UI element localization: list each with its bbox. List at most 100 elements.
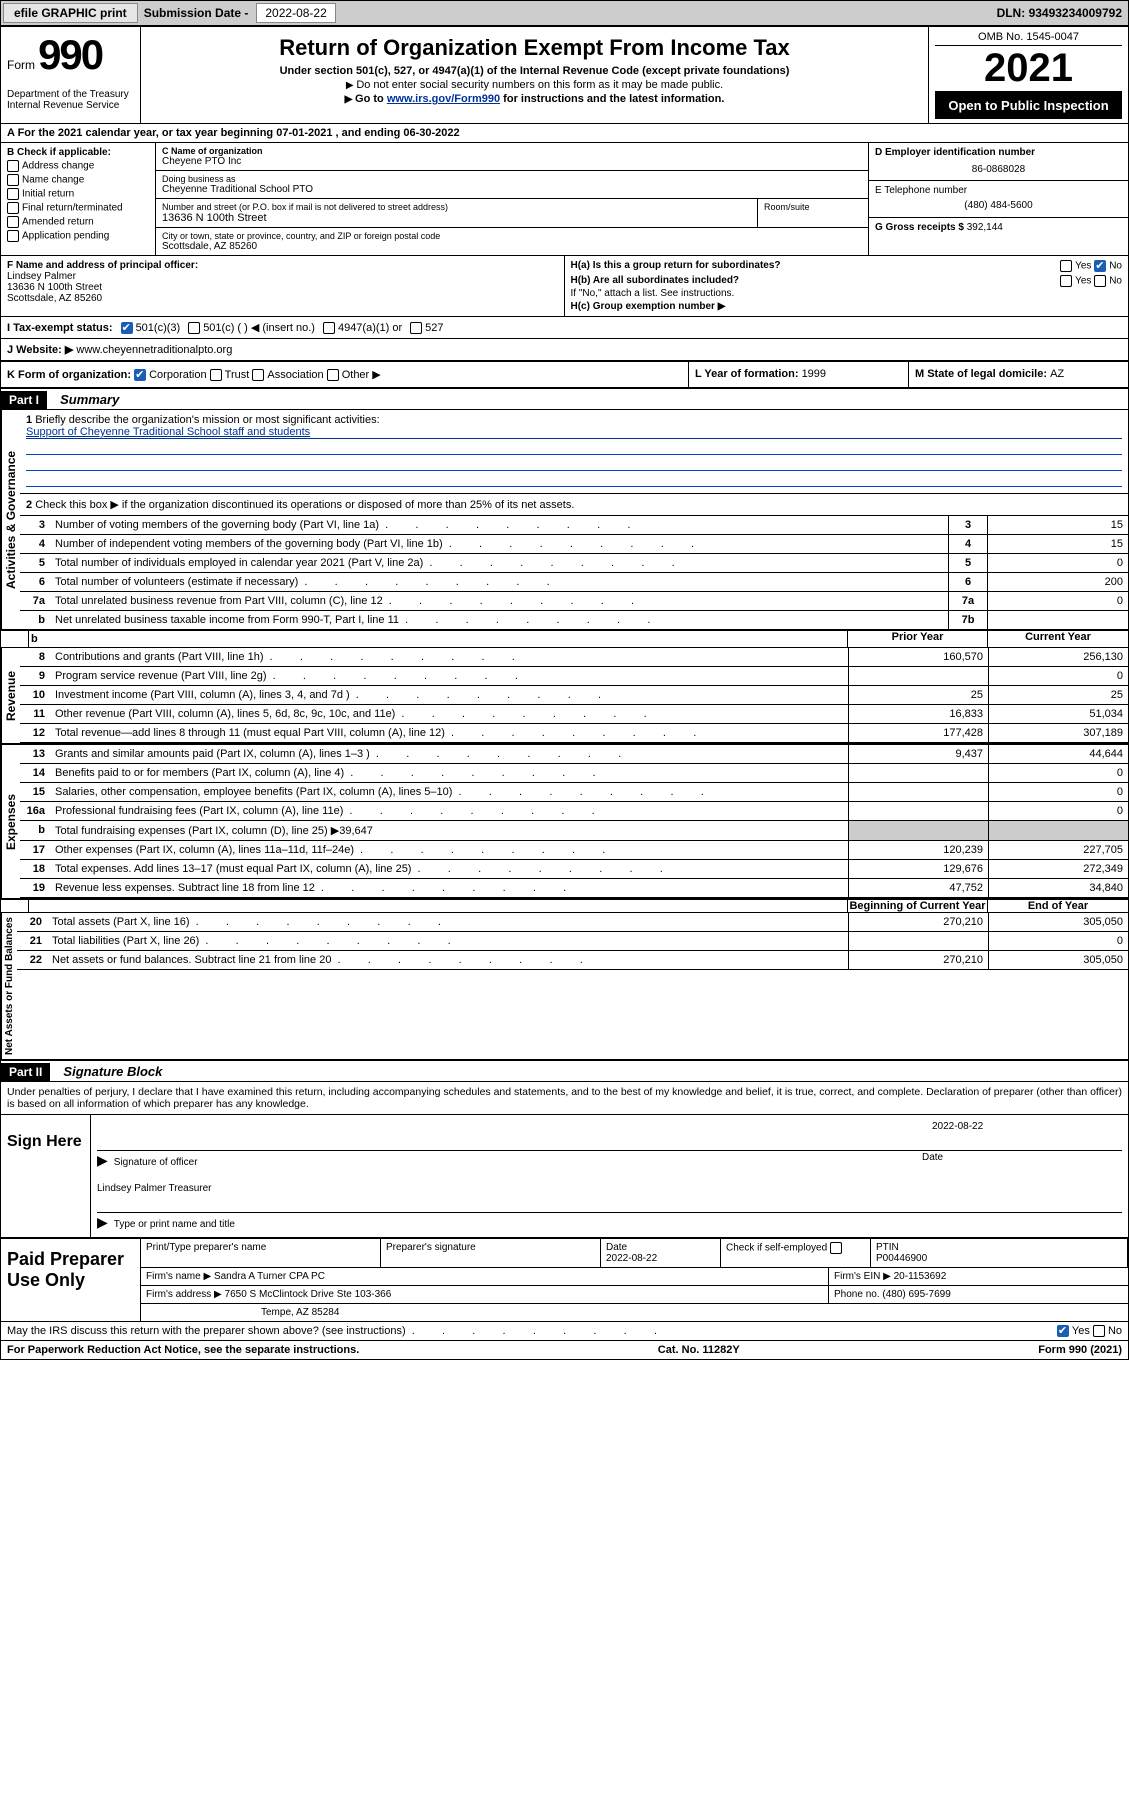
- dba-label: Doing business as: [162, 174, 862, 184]
- summary-row: 7a Total unrelated business revenue from…: [20, 591, 1128, 610]
- section-c-label: C Name of organization: [162, 146, 862, 156]
- revenue-section: Revenue 8 Contributions and grants (Part…: [1, 648, 1128, 745]
- form-number: 990: [38, 31, 102, 78]
- activities-governance-section: Activities & Governance 1 Briefly descri…: [1, 410, 1128, 631]
- org-other[interactable]: Other ▶: [327, 369, 381, 381]
- check-final-return[interactable]: Final return/terminated: [7, 202, 149, 214]
- revenue-vlabel: Revenue: [1, 648, 20, 743]
- ssn-warning: Do not enter social security numbers on …: [147, 79, 922, 91]
- city-state-zip: Scottsdale, AZ 85260: [162, 241, 862, 252]
- discuss-yes-check[interactable]: [1057, 1325, 1069, 1337]
- expenses-vlabel: Expenses: [1, 745, 20, 898]
- hb-note: If "No," attach a list. See instructions…: [571, 288, 1123, 299]
- org-association[interactable]: Association: [252, 369, 323, 381]
- signature-declaration: Under penalties of perjury, I declare th…: [1, 1082, 1128, 1115]
- sign-here-block: Sign Here 2022-08-22 Signature of office…: [1, 1115, 1128, 1239]
- omb-number: OMB No. 1545-0047: [935, 31, 1122, 46]
- org-corporation[interactable]: Corporation: [134, 369, 206, 381]
- tax-year: 2021: [935, 46, 1122, 92]
- org-trust[interactable]: Trust: [210, 369, 250, 381]
- financial-row: 21 Total liabilities (Part X, line 26) 0: [17, 932, 1128, 951]
- financial-row: 11 Other revenue (Part VIII, column (A),…: [20, 705, 1128, 724]
- efile-print-button[interactable]: efile GRAPHIC print: [3, 3, 138, 23]
- firm-addr-label: Firm's address ▶: [146, 1289, 222, 1300]
- check-address-change[interactable]: Address change: [7, 160, 149, 172]
- financial-row: 19 Revenue less expenses. Subtract line …: [20, 879, 1128, 898]
- line-b-text: Total fundraising expenses (Part IX, col…: [55, 825, 339, 837]
- summary-row: 3 Number of voting members of the govern…: [20, 515, 1128, 534]
- cat-no: Cat. No. 11282Y: [658, 1344, 740, 1356]
- officer-name-title: Lindsey Palmer Treasurer: [97, 1183, 1122, 1194]
- status-501c3[interactable]: 501(c)(3): [121, 322, 181, 334]
- paid-preparer-label: Paid Preparer Use Only: [1, 1239, 141, 1321]
- shaded-cell: [988, 821, 1128, 840]
- section-g-label: G Gross receipts $: [875, 222, 967, 233]
- summary-row: 6 Total number of volunteers (estimate i…: [20, 572, 1128, 591]
- check-initial-return[interactable]: Initial return: [7, 188, 149, 200]
- mission-text: Support of Cheyenne Traditional School s…: [26, 426, 310, 438]
- entity-block: B Check if applicable: Address change Na…: [1, 143, 1128, 256]
- status-527[interactable]: 527: [410, 322, 443, 334]
- status-501c[interactable]: 501(c) ( ) ◀ (insert no.): [188, 321, 315, 334]
- section-d-label: D Employer identification number: [875, 147, 1122, 158]
- summary-row: 5 Total number of individuals employed i…: [20, 553, 1128, 572]
- irs-link[interactable]: www.irs.gov/Form990: [387, 93, 500, 105]
- state-domicile: AZ: [1050, 368, 1064, 380]
- line1-label: Briefly describe the organization's miss…: [35, 414, 379, 426]
- year-headers: b Prior Year Current Year: [1, 631, 1128, 648]
- form-title: Return of Organization Exempt From Incom…: [147, 35, 922, 61]
- status-4947[interactable]: 4947(a)(1) or: [323, 322, 402, 334]
- financial-row: 10 Investment income (Part VIII, column …: [20, 686, 1128, 705]
- discuss-row: May the IRS discuss this return with the…: [1, 1322, 1128, 1341]
- sign-date: 2022-08-22: [922, 1121, 1122, 1132]
- financial-row: 9 Program service revenue (Part VIII, li…: [20, 667, 1128, 686]
- dln: DLN: 93493234009792: [997, 6, 1128, 20]
- website-row: J Website: ▶ www.cheyennetraditionalpto.…: [1, 339, 1128, 362]
- prep-h2: Preparer's signature: [381, 1239, 601, 1268]
- tax-exempt-status-row: I Tax-exempt status: 501(c)(3) 501(c) ( …: [1, 317, 1128, 339]
- form-990: Form 990 Department of the Treasury Inte…: [0, 26, 1129, 1360]
- section-l-label: L Year of formation:: [695, 368, 802, 380]
- check-name-change[interactable]: Name change: [7, 174, 149, 186]
- check-application-pending[interactable]: Application pending: [7, 230, 149, 242]
- section-b-label: B Check if applicable:: [7, 147, 149, 158]
- street-address: 13636 N 100th Street: [162, 212, 751, 224]
- shaded-cell: [848, 821, 988, 840]
- form-ref: Form 990 (2021): [1038, 1344, 1122, 1356]
- firm-ein-label: Firm's EIN ▶: [834, 1271, 891, 1282]
- financial-row: 12 Total revenue—add lines 8 through 11 …: [20, 724, 1128, 743]
- netassets-year-headers: Beginning of Current Year End of Year: [1, 900, 1128, 913]
- form-of-org-row: K Form of organization: Corporation Trus…: [1, 362, 1128, 389]
- paid-preparer-block: Paid Preparer Use Only Print/Type prepar…: [1, 1239, 1128, 1322]
- hb-subordinates: H(b) Are all subordinates included? Yes …: [571, 275, 1123, 286]
- name-title-label: Type or print name and title: [97, 1214, 1122, 1231]
- room-suite-label: Room/suite: [758, 199, 868, 227]
- financial-row: 18 Total expenses. Add lines 13–17 (must…: [20, 860, 1128, 879]
- address-label: Number and street (or P.O. box if mail i…: [162, 202, 751, 212]
- part2-header: Part II Signature Block: [1, 1061, 1128, 1082]
- gross-receipts: 392,144: [967, 222, 1003, 233]
- sign-here-label: Sign Here: [1, 1115, 91, 1237]
- hc-group-exemption: H(c) Group exemption number ▶: [571, 301, 1123, 312]
- netassets-vlabel: Net Assets or Fund Balances: [1, 913, 17, 1059]
- tax-year-row: A For the 2021 calendar year, or tax yea…: [1, 124, 1128, 143]
- form-subtitle: Under section 501(c), 527, or 4947(a)(1)…: [147, 65, 922, 77]
- current-year-hdr: Current Year: [988, 631, 1128, 647]
- activities-vlabel: Activities & Governance: [1, 410, 20, 629]
- prep-h4: Check if self-employed: [721, 1239, 871, 1268]
- blank-line: [26, 473, 1122, 487]
- footer-final: For Paperwork Reduction Act Notice, see …: [1, 1341, 1128, 1359]
- section-m-label: M State of legal domicile:: [915, 368, 1050, 380]
- part1-header: Part I Summary: [1, 389, 1128, 410]
- telephone: (480) 484-5600: [875, 200, 1122, 211]
- check-amended-return[interactable]: Amended return: [7, 216, 149, 228]
- submission-date: 2022-08-22: [256, 3, 335, 23]
- financial-row: 22 Net assets or fund balances. Subtract…: [17, 951, 1128, 970]
- year-formation: 1999: [802, 368, 826, 380]
- section-i-label: I Tax-exempt status:: [7, 322, 113, 334]
- firm-name-label: Firm's name ▶: [146, 1271, 211, 1282]
- officer-name: Lindsey Palmer: [7, 271, 558, 282]
- summary-row: 4 Number of independent voting members o…: [20, 534, 1128, 553]
- financial-row: 17 Other expenses (Part IX, column (A), …: [20, 841, 1128, 860]
- discuss-no-check[interactable]: [1093, 1325, 1105, 1337]
